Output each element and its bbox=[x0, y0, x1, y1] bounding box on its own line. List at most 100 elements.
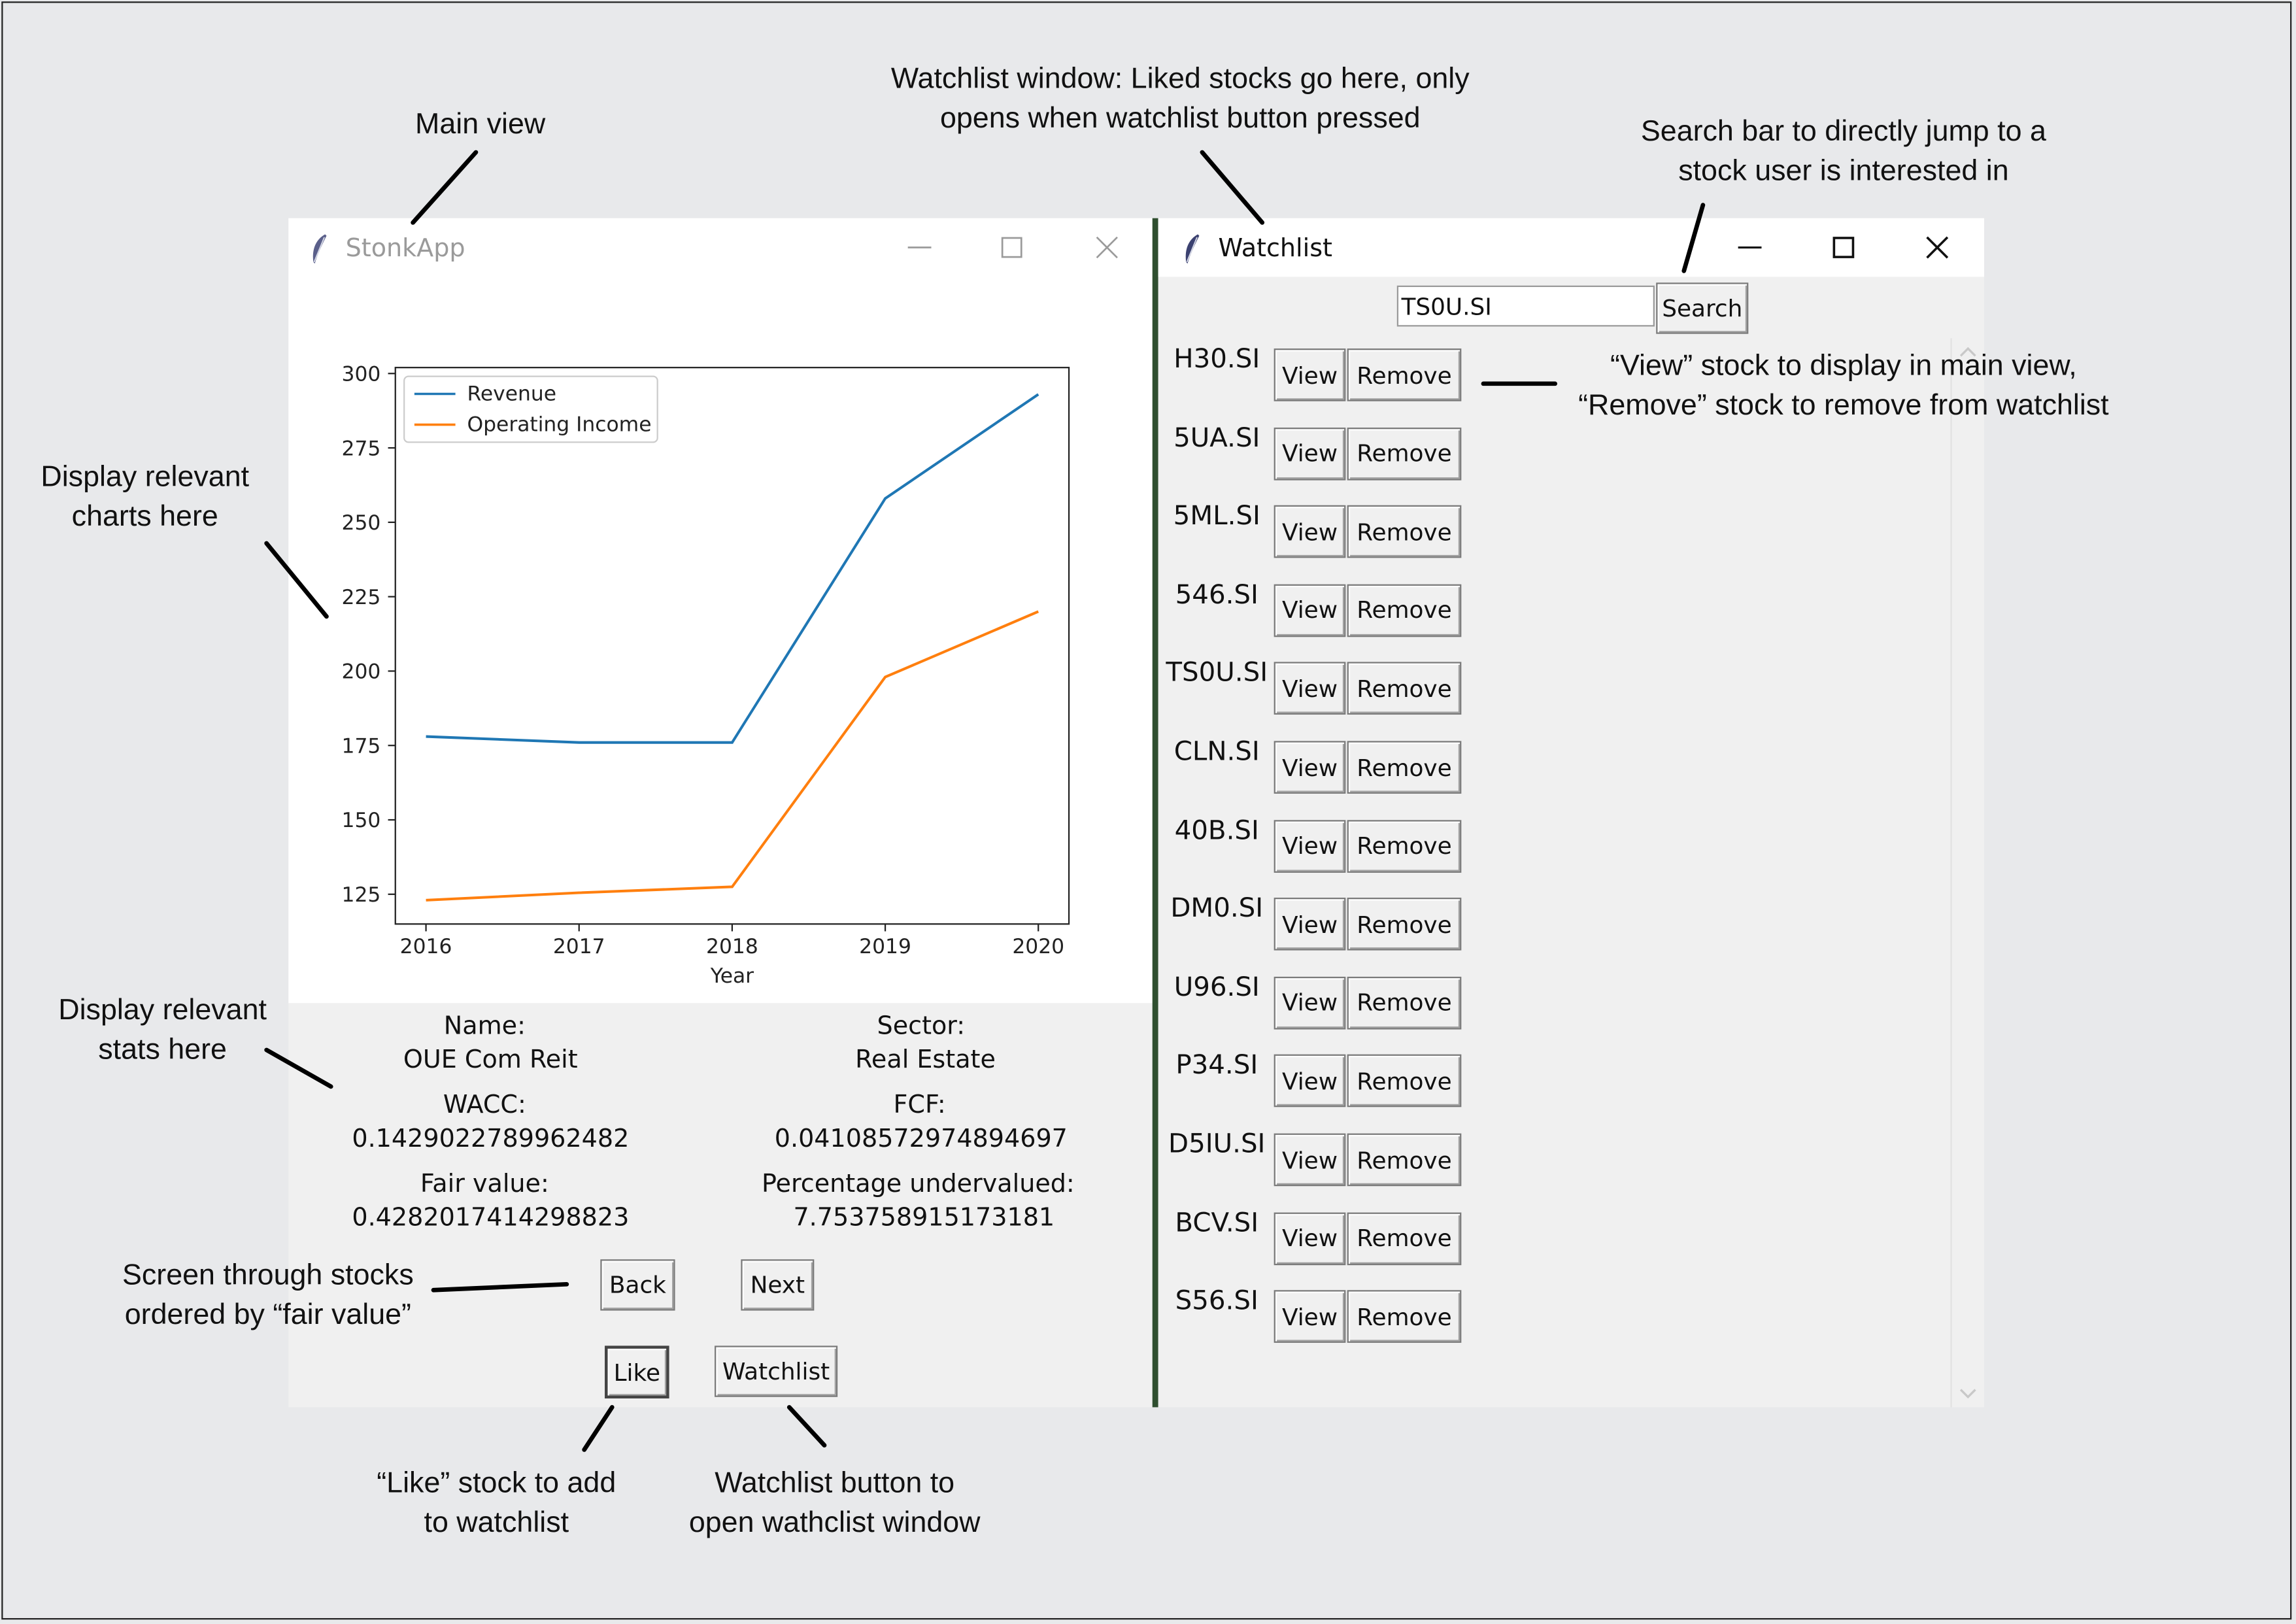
y-tick-label: 225 bbox=[342, 586, 381, 609]
view-button[interactable]: View bbox=[1274, 976, 1346, 1030]
series-line-revenue bbox=[426, 393, 1039, 744]
view-button[interactable]: View bbox=[1274, 505, 1346, 558]
annotation-like-line1: “Like” stock to add bbox=[377, 1467, 616, 1500]
view-button[interactable]: View bbox=[1274, 741, 1346, 794]
scrollbar[interactable] bbox=[1950, 338, 1984, 1408]
view-button[interactable]: View bbox=[1274, 348, 1346, 401]
main-window-title: StonkApp bbox=[345, 234, 465, 264]
like-button[interactable]: Like bbox=[605, 1345, 669, 1399]
annotation-stats: Display relevant stats here bbox=[31, 991, 294, 1070]
name-value: OUE Com Reit bbox=[403, 1045, 578, 1075]
legend-box bbox=[403, 375, 658, 443]
scroll-up-icon[interactable] bbox=[1952, 341, 1984, 362]
annotation-watchlist-button: Watchlist button to open wathclist windo… bbox=[645, 1464, 1025, 1544]
back-button[interactable]: Back bbox=[600, 1259, 675, 1311]
sector-value: Real Estate bbox=[855, 1045, 996, 1075]
maximize-icon[interactable] bbox=[1826, 230, 1861, 265]
percentage-undervalued-value: 7.753758915173181 bbox=[793, 1204, 1055, 1233]
y-tick-label: 275 bbox=[342, 437, 381, 460]
watchlist-ticker: CLN.SI bbox=[1173, 736, 1260, 768]
remove-button[interactable]: Remove bbox=[1347, 348, 1462, 401]
minimize-icon[interactable] bbox=[1732, 230, 1768, 265]
y-tick-label: 250 bbox=[342, 511, 381, 535]
view-button[interactable]: View bbox=[1274, 1290, 1346, 1344]
remove-button[interactable]: Remove bbox=[1347, 1290, 1462, 1344]
annotation-like: “Like” stock to add to watchlist bbox=[335, 1464, 658, 1544]
y-tick-label: 150 bbox=[342, 809, 381, 832]
remove-button[interactable]: Remove bbox=[1347, 1055, 1462, 1108]
remove-button[interactable]: Remove bbox=[1347, 819, 1462, 873]
annotation-screen-through: Screen through stocks ordered by “fair v… bbox=[85, 1257, 451, 1336]
close-icon[interactable] bbox=[1089, 230, 1124, 265]
remove-button[interactable]: Remove bbox=[1347, 427, 1462, 480]
remove-button[interactable]: Remove bbox=[1347, 976, 1462, 1030]
annotation-stats-line2: stats here bbox=[98, 1034, 227, 1066]
annotation-charts-line2: charts here bbox=[71, 501, 218, 533]
x-axis-label: Year bbox=[710, 964, 754, 988]
watchlist-ticker: 5UA.SI bbox=[1173, 422, 1260, 454]
annotation-view-remove: “View” stock to display in main view, “R… bbox=[1536, 347, 2152, 426]
watchlist-ticker: S56.SI bbox=[1175, 1285, 1258, 1317]
legend-label-revenue: Revenue bbox=[467, 382, 556, 406]
plot-area bbox=[394, 367, 1070, 925]
search-input[interactable] bbox=[1396, 285, 1655, 327]
watchlist-ticker: TS0U.SI bbox=[1166, 658, 1268, 689]
maximize-icon[interactable] bbox=[994, 230, 1030, 265]
watchlist-ticker: DM0.SI bbox=[1170, 893, 1264, 924]
x-tick-label: 2017 bbox=[553, 935, 605, 958]
search-button[interactable]: Search bbox=[1656, 282, 1749, 334]
name-label: Name: bbox=[443, 1011, 526, 1041]
view-button[interactable]: View bbox=[1274, 898, 1346, 951]
annotation-watchlist-button-line2: open wathclist window bbox=[688, 1506, 981, 1540]
remove-button[interactable]: Remove bbox=[1347, 662, 1462, 715]
watchlist-ticker: H30.SI bbox=[1173, 344, 1260, 375]
watchlist-ticker: P34.SI bbox=[1175, 1050, 1258, 1081]
view-button[interactable]: View bbox=[1274, 584, 1346, 637]
y-tick-label: 300 bbox=[342, 362, 381, 386]
annotation-stats-line1: Display relevant bbox=[58, 994, 267, 1027]
annotation-search-bar-line1: Search bar to directly jump to a bbox=[1640, 115, 2046, 148]
view-button[interactable]: View bbox=[1274, 1055, 1346, 1108]
remove-button[interactable]: Remove bbox=[1347, 1133, 1462, 1187]
y-tick-label: 200 bbox=[342, 660, 381, 684]
annotation-watchlist-window-line1: Watchlist window: Liked stocks go here, … bbox=[890, 63, 1470, 95]
minimize-icon[interactable] bbox=[902, 230, 937, 265]
watchlist-button[interactable]: Watchlist bbox=[715, 1345, 838, 1397]
wacc-label: WACC: bbox=[443, 1091, 526, 1121]
watchlist-window: Watchlist Search H30.SIViewRemove5UA.SIV… bbox=[1158, 218, 1984, 1408]
watchlist-titlebar: Watchlist bbox=[1158, 218, 1984, 277]
next-button[interactable]: Next bbox=[741, 1259, 815, 1311]
remove-button[interactable]: Remove bbox=[1347, 1211, 1462, 1265]
view-button[interactable]: View bbox=[1274, 819, 1346, 873]
watchlist-ticker: U96.SI bbox=[1173, 972, 1260, 1003]
view-button[interactable]: View bbox=[1274, 1133, 1346, 1187]
window-separator bbox=[1152, 218, 1158, 1408]
annotation-screen-line2: ordered by “fair value” bbox=[124, 1298, 411, 1331]
watchlist-ticker: D5IU.SI bbox=[1168, 1128, 1266, 1160]
remove-button[interactable]: Remove bbox=[1347, 898, 1462, 951]
view-button[interactable]: View bbox=[1274, 662, 1346, 715]
view-button[interactable]: View bbox=[1274, 427, 1346, 480]
fair-value-value: 0.4282017414298823 bbox=[352, 1204, 630, 1233]
annotation-watchlist-button-line1: Watchlist button to bbox=[715, 1467, 955, 1500]
remove-button[interactable]: Remove bbox=[1347, 584, 1462, 637]
x-tick-label: 2019 bbox=[859, 935, 911, 958]
annotation-search-bar: Search bar to directly jump to a stock u… bbox=[1551, 112, 2136, 192]
watchlist-window-title: Watchlist bbox=[1218, 234, 1333, 264]
annotation-screen-line1: Screen through stocks bbox=[122, 1259, 414, 1292]
view-button[interactable]: View bbox=[1274, 1211, 1346, 1265]
fcf-value: 0.04108572974894697 bbox=[774, 1125, 1068, 1154]
y-tick-label: 125 bbox=[342, 883, 381, 907]
remove-button[interactable]: Remove bbox=[1347, 505, 1462, 558]
wacc-value: 0.1429022789962482 bbox=[352, 1125, 630, 1154]
y-axis-ticks: 125 150 175 200 225 250 275 300 bbox=[342, 362, 396, 907]
scroll-down-icon[interactable] bbox=[1952, 1384, 1984, 1404]
feather-icon bbox=[1185, 234, 1200, 264]
close-icon[interactable] bbox=[1919, 230, 1955, 265]
remove-button[interactable]: Remove bbox=[1347, 741, 1462, 794]
annotation-charts: Display relevant charts here bbox=[13, 458, 277, 537]
x-tick-label: 2018 bbox=[706, 935, 758, 958]
